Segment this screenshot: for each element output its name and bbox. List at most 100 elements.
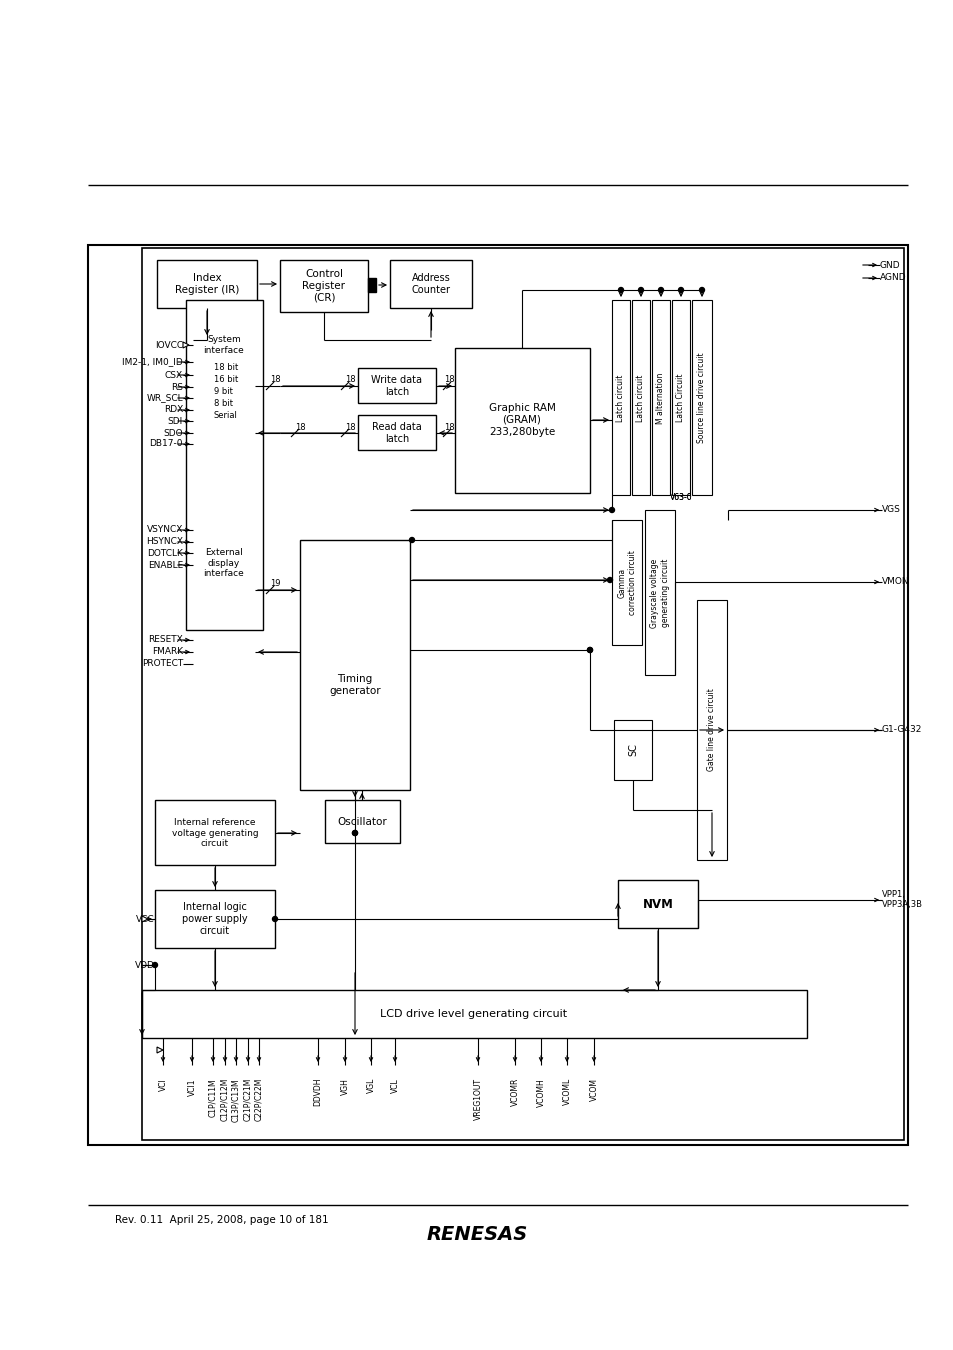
Circle shape xyxy=(607,578,612,582)
Text: C21P/C21M: C21P/C21M xyxy=(243,1079,253,1122)
Bar xyxy=(612,300,629,495)
Circle shape xyxy=(699,288,703,293)
Text: Latch Circuit: Latch Circuit xyxy=(676,374,685,423)
Text: Internal logic
power supply
circuit: Internal logic power supply circuit xyxy=(182,902,248,936)
Text: 18: 18 xyxy=(344,375,355,385)
Text: SC: SC xyxy=(627,744,638,756)
Bar xyxy=(368,278,375,292)
Text: 18: 18 xyxy=(443,423,454,432)
Text: System
interface: System interface xyxy=(203,335,244,355)
Text: V63-0: V63-0 xyxy=(670,493,692,501)
Text: HSYNCX: HSYNCX xyxy=(146,537,183,547)
Text: SDO: SDO xyxy=(163,428,183,437)
Text: VCI1: VCI1 xyxy=(188,1079,196,1095)
Bar xyxy=(697,599,726,860)
Text: 18: 18 xyxy=(344,423,355,432)
Bar xyxy=(390,261,472,308)
Bar xyxy=(193,510,254,616)
Text: VGS: VGS xyxy=(882,505,900,514)
Text: VMON: VMON xyxy=(882,578,908,586)
Text: Grayscale voltage
generating circuit: Grayscale voltage generating circuit xyxy=(650,559,669,628)
Text: Graphic RAM
(GRAM)
233,280byte: Graphic RAM (GRAM) 233,280byte xyxy=(488,404,555,436)
Bar xyxy=(88,244,907,1145)
Text: 18: 18 xyxy=(443,375,454,385)
Bar xyxy=(154,890,274,948)
Text: 8 bit: 8 bit xyxy=(213,398,233,408)
Text: G1-G432: G1-G432 xyxy=(882,725,922,734)
Text: AGND: AGND xyxy=(879,274,905,282)
Text: NVM: NVM xyxy=(642,898,673,910)
Text: 18 bit: 18 bit xyxy=(213,363,238,373)
Bar xyxy=(618,880,698,927)
Text: Internal reference
voltage generating
circuit: Internal reference voltage generating ci… xyxy=(172,818,258,848)
Text: RS: RS xyxy=(171,382,183,391)
Polygon shape xyxy=(157,1048,163,1053)
Bar xyxy=(644,510,675,675)
Polygon shape xyxy=(183,342,189,348)
Text: Oscillator: Oscillator xyxy=(336,817,387,828)
Text: VDD: VDD xyxy=(135,960,154,969)
Text: VCL: VCL xyxy=(390,1079,399,1092)
Bar xyxy=(280,261,368,312)
Text: LCD drive level generating circuit: LCD drive level generating circuit xyxy=(380,1008,567,1019)
Circle shape xyxy=(409,537,414,543)
Bar xyxy=(325,801,399,842)
Text: IOVCC: IOVCC xyxy=(154,340,183,350)
Text: RENESAS: RENESAS xyxy=(426,1226,527,1245)
Circle shape xyxy=(658,288,662,293)
Text: M alternation: M alternation xyxy=(656,373,665,424)
Bar xyxy=(299,540,410,790)
Circle shape xyxy=(352,830,357,836)
Bar xyxy=(142,990,806,1038)
Bar xyxy=(193,338,254,504)
Text: VPP1,: VPP1, xyxy=(882,891,905,899)
Bar xyxy=(614,720,651,780)
Circle shape xyxy=(273,917,277,922)
Text: Gamma
correction circuit: Gamma correction circuit xyxy=(617,551,636,616)
Text: Address
Counter: Address Counter xyxy=(411,273,450,294)
Circle shape xyxy=(152,963,157,968)
Circle shape xyxy=(587,648,592,652)
Text: DOTCLK: DOTCLK xyxy=(147,548,183,558)
Circle shape xyxy=(618,288,623,293)
Text: 9 bit: 9 bit xyxy=(213,387,233,397)
Circle shape xyxy=(609,508,614,513)
Text: SDI: SDI xyxy=(168,417,183,425)
Text: Write data
latch: Write data latch xyxy=(371,375,422,397)
Bar xyxy=(631,300,649,495)
Text: ENABLE: ENABLE xyxy=(148,560,183,570)
Text: Gate line drive circuit: Gate line drive circuit xyxy=(707,688,716,771)
Text: Latch circuit: Latch circuit xyxy=(636,374,645,421)
Bar xyxy=(651,300,669,495)
Text: VSYNCX: VSYNCX xyxy=(147,525,183,535)
Bar xyxy=(142,248,903,1139)
Text: VCOMH: VCOMH xyxy=(536,1079,545,1107)
Text: VCI: VCI xyxy=(158,1079,168,1091)
Text: C13P/C13M: C13P/C13M xyxy=(232,1079,240,1122)
Text: RDX: RDX xyxy=(164,405,183,414)
Text: 19: 19 xyxy=(270,579,280,589)
Text: RESETX: RESETX xyxy=(148,636,183,644)
Circle shape xyxy=(678,288,682,293)
Text: Timing
generator: Timing generator xyxy=(329,674,380,695)
Text: External
display
interface: External display interface xyxy=(203,548,244,578)
Text: Read data
latch: Read data latch xyxy=(372,423,421,444)
Text: VPP3A,3B: VPP3A,3B xyxy=(882,900,923,910)
Text: Source line drive circuit: Source line drive circuit xyxy=(697,352,706,443)
Circle shape xyxy=(352,830,357,836)
Bar xyxy=(455,348,589,493)
Bar xyxy=(671,300,689,495)
Text: C22P/C22M: C22P/C22M xyxy=(254,1079,263,1122)
Text: DB17-0: DB17-0 xyxy=(150,440,183,448)
Text: Latch circuit: Latch circuit xyxy=(616,374,625,421)
Text: Serial: Serial xyxy=(213,410,237,420)
Text: C1P/C11M: C1P/C11M xyxy=(209,1079,217,1116)
Text: VCC: VCC xyxy=(136,914,154,923)
Text: PROTECT: PROTECT xyxy=(142,660,183,668)
Text: Index
Register (IR): Index Register (IR) xyxy=(174,273,239,294)
Bar xyxy=(186,300,263,630)
Text: GND: GND xyxy=(879,261,900,270)
Text: VREG1OUT: VREG1OUT xyxy=(473,1079,482,1120)
Text: VGL: VGL xyxy=(366,1079,375,1094)
Bar xyxy=(357,414,436,450)
